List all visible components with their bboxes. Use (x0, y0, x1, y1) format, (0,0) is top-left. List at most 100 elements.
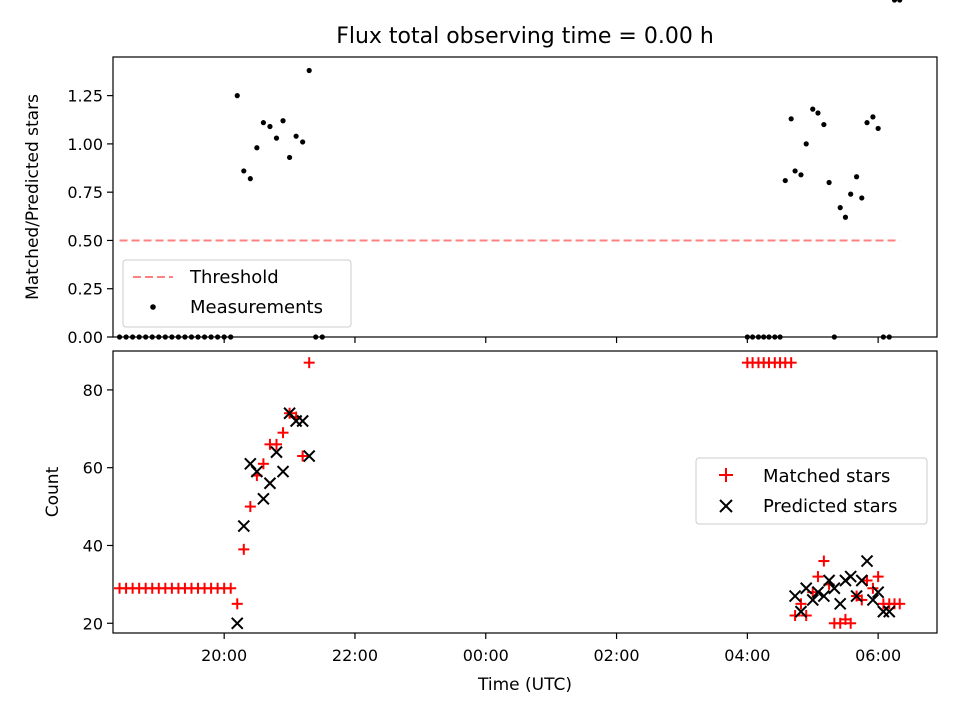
measurement-point (234, 93, 240, 99)
measurement-point (864, 120, 870, 126)
matched-star-point (789, 609, 801, 621)
bottom-y-ticks: 20 40 60 80 (83, 381, 113, 633)
bottom-x-tick-label: 06:00 (855, 646, 901, 665)
measurement-point (215, 334, 221, 340)
x-axis-label: Time (UTC) (477, 675, 572, 695)
matched-star-point (785, 357, 797, 369)
measurement-point (162, 334, 168, 340)
measurement-point (286, 154, 293, 161)
measurement-point (897, 0, 903, 3)
bottom-y-axis-label: Count (43, 466, 63, 517)
predicted-star-point (860, 554, 874, 568)
top-axes: 0.00 0.25 0.50 0.75 1.00 1.25 (67, 0, 938, 347)
legend-label-threshold: Threshold (189, 267, 279, 288)
bottom-x-tick-label: 00:00 (463, 646, 509, 665)
predicted-star-point (871, 585, 885, 599)
predicted-star-point (257, 492, 270, 506)
top-data-layer (116, 0, 903, 340)
bottom-x-ticks: 20:00 22:00 00:00 02:00 04:00 06:00 (201, 633, 901, 665)
predicted-star-point (263, 477, 277, 490)
chart-title: Flux total observing time = 0.00 h (336, 24, 714, 49)
measurement-point (228, 334, 234, 340)
measurement-point (169, 334, 175, 340)
measurement-point (792, 168, 798, 174)
matched-star-point (244, 501, 256, 513)
measurement-point (123, 334, 129, 340)
predicted-star-point (276, 465, 290, 478)
matched-star-point (225, 582, 237, 594)
measurement-point (870, 114, 876, 120)
measurement-point (182, 334, 188, 340)
measurement-point (241, 168, 247, 174)
measurement-point (891, 0, 898, 3)
predicted-star-point (302, 449, 316, 463)
predicted-star-point (250, 465, 264, 478)
measurement-point (208, 334, 214, 340)
measurement-point (116, 334, 123, 340)
measurement-point (826, 179, 832, 186)
bottom-x-tick-label: 20:00 (201, 646, 247, 665)
matched-star-point (894, 598, 906, 610)
measurement-point (130, 334, 136, 340)
measurement-point (810, 106, 816, 112)
measurement-point (842, 214, 849, 220)
predicted-star-point (828, 582, 841, 595)
measurement-point (188, 334, 195, 340)
top-plot-frame (112, 56, 938, 338)
bottom-x-tick-label: 04:00 (724, 646, 770, 665)
measurement-point (156, 334, 162, 340)
predicted-star-point (231, 617, 244, 630)
predicted-star-point (817, 589, 831, 603)
predicted-star-point (866, 593, 880, 607)
matched-star-point (845, 617, 857, 629)
measurement-point (853, 174, 860, 180)
measurement-point (788, 116, 794, 122)
bottom-x-tick-label: 02:00 (594, 646, 640, 665)
predicted-star-point (806, 593, 819, 607)
predicted-star-point (883, 605, 896, 618)
measurement-point (782, 177, 788, 184)
top-legend-box (122, 259, 352, 328)
measurement-point (766, 334, 772, 340)
measurement-point (761, 334, 767, 340)
measurement-point (859, 195, 865, 201)
matched-star-point (297, 450, 309, 462)
predicted-stars-legend-swatch (719, 499, 733, 513)
bottom-x-tick-label: 22:00 (332, 646, 378, 665)
top-y-tick-label: 0.25 (67, 280, 103, 299)
measurement-point (798, 172, 804, 178)
bottom-y-tick-label: 40 (83, 536, 103, 555)
measurement-point (293, 133, 299, 139)
top-y-tick-label: 0.50 (67, 231, 103, 250)
measurement-point (831, 334, 837, 340)
matched-stars-legend-swatch (719, 468, 733, 482)
measurement-point (254, 145, 260, 151)
bottom-plot-frame (112, 350, 938, 634)
bottom-y-tick-label: 80 (83, 381, 103, 400)
measurement-point (260, 120, 267, 126)
legend-label-matched-stars: Matched stars (763, 466, 890, 487)
bottom-legend-box (695, 457, 928, 525)
matched-star-point (238, 543, 250, 555)
predicted-star-point (877, 605, 890, 618)
measurement-point (744, 334, 750, 340)
predicted-star-point (799, 582, 813, 595)
matched-star-point (812, 571, 824, 583)
measurement-point (201, 334, 208, 340)
predicted-star-point (788, 589, 802, 603)
measurement-point (803, 141, 809, 147)
measurement-point (848, 191, 854, 197)
bottom-y-tick-label: 20 (83, 614, 103, 633)
predicted-star-point (811, 585, 825, 599)
measurement-point (280, 118, 286, 124)
measurement-point (221, 334, 227, 340)
measurement-point (821, 121, 827, 128)
predicted-star-point (794, 605, 808, 618)
measurements-legend-swatch (150, 304, 156, 310)
matched-star-point (231, 598, 243, 610)
predicted-star-point (270, 445, 283, 459)
measurement-point (300, 139, 306, 145)
measurement-point (267, 123, 273, 130)
